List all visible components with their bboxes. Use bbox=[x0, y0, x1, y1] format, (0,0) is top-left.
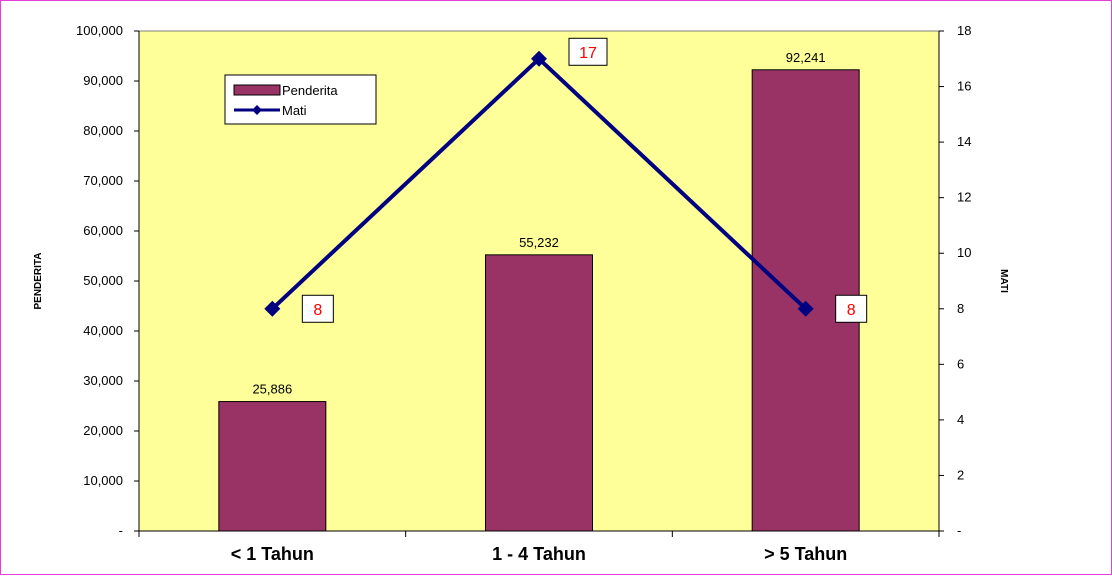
line-point-marker bbox=[264, 300, 281, 317]
x-axis-category-label: < 1 Tahun bbox=[231, 544, 314, 564]
bar-penderita bbox=[218, 401, 327, 532]
right-axis-tick-label: 8 bbox=[957, 301, 964, 316]
bar-value-label: 92,241 bbox=[786, 50, 826, 65]
line-point-marker bbox=[531, 50, 547, 67]
right-axis-tick-label: 10 bbox=[957, 245, 971, 260]
legend-label-penderita: Penderita bbox=[282, 83, 338, 98]
left-axis-tick-label: 10,000 bbox=[83, 473, 123, 488]
left-axis-tick-label: 30,000 bbox=[83, 373, 123, 388]
left-axis-tick-label: 40,000 bbox=[83, 323, 123, 338]
left-axis-tick-label: 90,000 bbox=[83, 73, 123, 88]
right-axis-tick-label: 12 bbox=[957, 190, 971, 205]
left-axis-tick-label: 20,000 bbox=[83, 423, 123, 438]
bar-value-label: 55,232 bbox=[519, 235, 559, 250]
x-axis-category-label: 1 - 4 Tahun bbox=[492, 544, 586, 564]
line-data-label: 8 bbox=[847, 302, 856, 319]
right-axis-tick-label: 18 bbox=[957, 23, 971, 38]
legend-swatch-penderita bbox=[233, 84, 281, 96]
left-axis-tick-label: 50,000 bbox=[83, 273, 123, 288]
line-data-label-box bbox=[568, 37, 608, 66]
bar-penderita bbox=[485, 254, 593, 532]
left-axis-tick-label: 100,000 bbox=[76, 23, 123, 38]
line-data-label: 8 bbox=[313, 302, 322, 319]
line-point-marker bbox=[797, 300, 814, 317]
left-axis-tick-label: 60,000 bbox=[83, 223, 123, 238]
x-axis-category-label: > 5 Tahun bbox=[764, 544, 847, 564]
bar-value-label: 25,886 bbox=[252, 382, 292, 397]
right-axis-tick-label: 16 bbox=[957, 79, 971, 94]
left-axis-tick-label: - bbox=[119, 523, 123, 538]
right-axis-tick-label: 14 bbox=[957, 134, 971, 149]
right-axis-tick-label: 6 bbox=[957, 356, 964, 371]
legend-marker-mati bbox=[252, 105, 262, 115]
right-axis-tick-label: 4 bbox=[957, 412, 964, 427]
left-axis-tick-label: 70,000 bbox=[83, 173, 123, 188]
left-axis-title: PENDERITA bbox=[33, 252, 44, 309]
line-data-label-box bbox=[835, 294, 868, 323]
right-axis-tick-label: 2 bbox=[957, 467, 964, 482]
line-data-label: 17 bbox=[579, 45, 597, 62]
left-axis-tick-label: 80,000 bbox=[83, 123, 123, 138]
legend-label-mati: Mati bbox=[282, 103, 307, 118]
right-axis-tick-label: - bbox=[957, 523, 961, 538]
right-axis-title: MATI bbox=[998, 269, 1009, 293]
line-data-label-box bbox=[301, 294, 334, 323]
legend-box bbox=[224, 74, 377, 125]
